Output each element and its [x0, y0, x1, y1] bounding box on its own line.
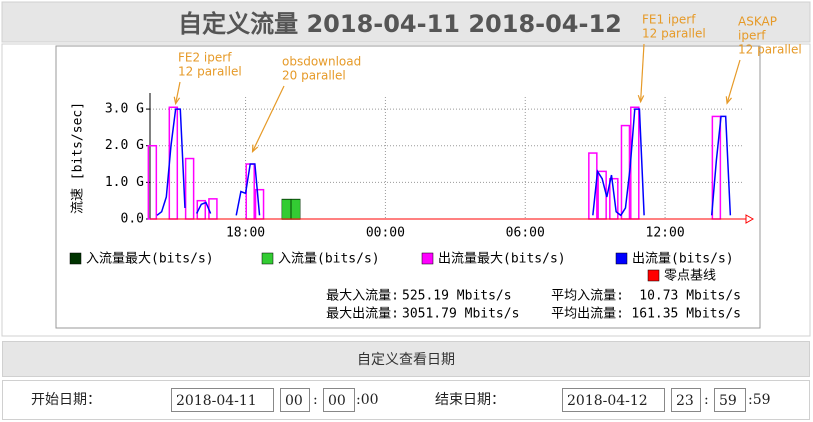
separator: :	[704, 392, 709, 408]
annotation-arrow	[252, 85, 285, 152]
annotation-text: iperf	[738, 29, 766, 43]
annotation-arrow	[175, 81, 181, 104]
annotation-text: 20 parallel	[282, 69, 346, 83]
annotation-arrowhead	[173, 96, 181, 106]
line	[592, 108, 645, 217]
stat: 10.73 Mbits/s	[639, 289, 741, 304]
stat: 525.19 Mbits/s	[402, 289, 512, 304]
stat: 最大入流量:	[326, 289, 399, 304]
annotation-text: FE1 iperf	[642, 13, 696, 27]
x-tick-label: 06:00	[506, 226, 545, 241]
annotation-text: ASKAP	[738, 15, 777, 29]
legend-swatch	[261, 252, 274, 265]
legend-label: 出流量最大(bits/s)	[438, 252, 566, 267]
legend-label: 出流量(bits/s)	[632, 252, 734, 267]
end-minute-input[interactable]: 59	[714, 388, 746, 412]
line	[156, 108, 186, 216]
start-label: 开始日期：	[31, 392, 101, 408]
legend-swatch	[421, 252, 434, 265]
form-row: 开始日期： 2018-04-11 00 : 00 :00 结束日期： 2018-…	[2, 380, 810, 420]
y-axis-label: 流速 [bits/sec]	[71, 102, 86, 214]
header-bar	[1, 1, 811, 43]
stat: 最大出流量:	[326, 307, 399, 322]
end-hour-input[interactable]: 23	[671, 388, 701, 412]
x-tick-label: 12:00	[646, 226, 685, 241]
legend-swatch	[615, 252, 628, 265]
annotation-text: 12 parallel	[178, 65, 242, 79]
separator: :	[313, 392, 318, 408]
x-tick-label: 18:00	[226, 226, 265, 241]
page-title: 自定义流量 2018-04-11 2018-04-12	[178, 10, 622, 38]
chart-panel	[1, 43, 811, 337]
y-tick-label: 2.0 G	[105, 138, 144, 153]
line	[195, 201, 212, 214]
x-tick-label: 00:00	[366, 226, 405, 241]
end-second: :59	[748, 392, 771, 408]
chart-frame	[55, 45, 761, 329]
start-minute-input[interactable]: 00	[323, 388, 355, 412]
stat: 平均入流量:	[551, 289, 624, 304]
end-date-input[interactable]: 2018-04-12	[562, 388, 665, 412]
date-form: 自定义查看日期 开始日期： 2018-04-11 00 : 00 :00 结束日…	[2, 341, 810, 420]
bar	[291, 199, 300, 220]
form-title: 自定义查看日期	[2, 341, 810, 377]
start-date-input[interactable]: 2018-04-11	[171, 388, 274, 412]
legend-label: 入流量(bits/s)	[278, 252, 380, 267]
annotation-arrow	[640, 43, 645, 102]
y-tick-label: 0.0	[121, 212, 144, 227]
stat: 平均出流量:	[551, 307, 624, 322]
annotation-arrow	[726, 59, 741, 104]
annotation-arrowhead	[725, 96, 733, 105]
annotation-arrowhead	[251, 144, 259, 153]
line	[235, 163, 261, 216]
start-hour-input[interactable]: 00	[280, 388, 310, 412]
y-tick-label: 3.0 G	[105, 102, 144, 117]
baseline-arrow	[745, 214, 755, 224]
y-tick-label: 1.0 G	[105, 175, 144, 190]
line	[710, 115, 732, 216]
legend-swatch	[647, 269, 660, 282]
bar	[282, 199, 291, 220]
chart: 自定义流量 2018-04-11 2018-04-12 流速 [bits/sec…	[1, 1, 811, 337]
stat: 161.35 Mbits/s	[631, 307, 741, 322]
annotation-text: obsdownload	[282, 55, 361, 69]
legend-label: 零点基线	[664, 269, 716, 284]
stat: 3051.79 Mbits/s	[402, 307, 519, 322]
annotation-text: 12 parallel	[738, 43, 802, 57]
annotation-arrowhead	[637, 94, 645, 104]
legend-label: 入流量最大(bits/s)	[86, 252, 214, 267]
legend-swatch	[69, 252, 82, 265]
annotation-text: FE2 iperf	[178, 51, 232, 65]
end-label: 结束日期：	[435, 392, 505, 408]
annotation-text: 12 parallel	[642, 27, 706, 41]
start-second: :00	[356, 392, 379, 408]
